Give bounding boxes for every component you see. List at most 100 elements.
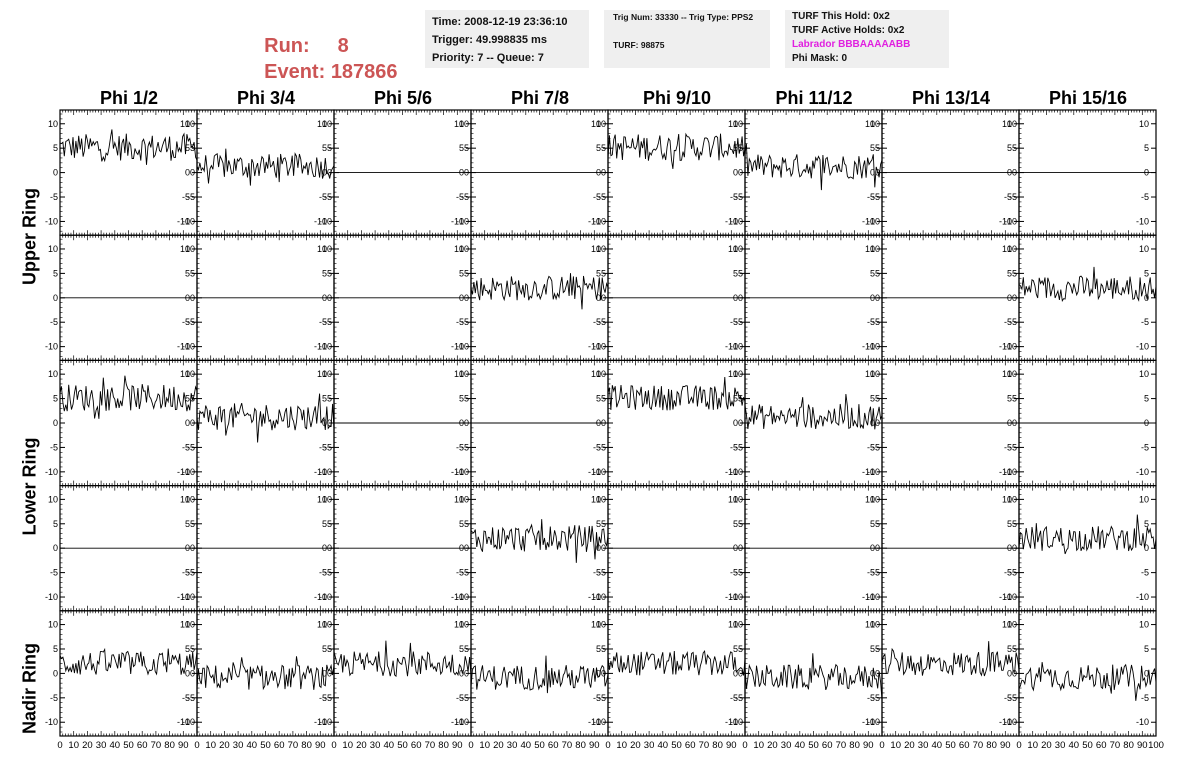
y-tick-label: 10 [865,494,875,504]
y-tick-label: 0 [1012,168,1017,178]
y-tick-label: 5 [322,143,327,153]
y-tick-label: 10 [48,119,58,129]
y-tick-label: -5 [735,568,743,578]
y-tick-label: 0 [53,543,58,553]
y-tick-label: -5 [187,693,195,703]
y-tick-label: -5 [867,317,875,327]
y-tick-label: 5 [738,268,743,278]
y-tick-label: 10 [48,244,58,254]
y-tick-label: 0 [1012,293,1017,303]
y-tick-label: -10 [177,717,190,727]
y-tick-label: 0 [875,418,880,428]
y-tick-label: -5 [1141,192,1149,202]
y-tick-label: 10 [1007,494,1017,504]
y-tick-label: 10 [185,620,195,630]
y-tick-label: 10 [48,620,58,630]
y-tick-label: 5 [601,519,606,529]
y-tick-label: 10 [48,369,58,379]
y-tick-label: -5 [319,568,327,578]
y-tick-label: -5 [1004,317,1012,327]
waveform-trace [607,132,746,169]
y-tick-label: -10 [45,592,58,602]
y-tick-label: 10 [317,244,327,254]
y-tick-label: 5 [459,519,464,529]
y-tick-label: 0 [327,293,332,303]
y-tick-label: -5 [456,442,464,452]
y-tick-label: -10 [999,592,1012,602]
waveform-trace [1018,266,1157,302]
y-tick-label: -10 [593,216,606,226]
y-tick-label: 10 [48,494,58,504]
y-tick-label: 10 [454,244,464,254]
y-tick-label: -10 [177,216,190,226]
y-tick-label: 10 [1007,369,1017,379]
y-tick-label: 5 [738,519,743,529]
y-tick-label: 10 [591,494,601,504]
y-tick-label: -5 [182,192,190,202]
y-tick-label: -10 [177,467,190,477]
y-tick-label: 0 [322,168,327,178]
y-tick-label: -5 [1009,442,1017,452]
time-text: Time: 2008-12-19 23:36:10 [432,16,568,28]
y-tick-label: -5 [461,568,469,578]
y-tick-label: 10 [1007,119,1017,129]
waveform-trace [470,273,609,310]
y-tick-label: 5 [327,394,332,404]
y-tick-label: 10 [180,494,190,504]
y-tick-label: 5 [190,268,195,278]
y-tick-label: 5 [596,519,601,529]
y-tick-label: 5 [190,394,195,404]
y-tick-label: -10 [867,467,880,477]
y-tick-label: -5 [1141,568,1149,578]
y-tick-label: 10 [317,119,327,129]
y-tick-label: -10 [588,342,601,352]
y-tick-label: 10 [733,369,743,379]
y-tick-label: 5 [733,268,738,278]
y-tick-label: 5 [596,268,601,278]
y-tick-label: 5 [53,519,58,529]
y-tick-label: 0 [1012,543,1017,553]
y-tick-label: 10 [454,119,464,129]
y-tick-label: -10 [182,467,195,477]
y-tick-label: 10 [322,369,332,379]
y-tick-label: -5 [324,568,332,578]
y-tick-label: -5 [730,317,738,327]
y-tick-label: 5 [1144,143,1149,153]
column-title-phi-7-8: Phi 7/8 [510,88,570,108]
event-label: Event: 187866 [253,38,397,84]
waveform-trace [744,143,883,191]
y-tick-label: -5 [50,192,58,202]
y-tick-label: -10 [725,467,738,477]
y-tick-label: 10 [596,369,606,379]
y-tick-label: 5 [870,268,875,278]
y-tick-label: -10 [588,216,601,226]
y-tick-label: -5 [319,317,327,327]
y-tick-label: -10 [730,216,743,226]
y-tick-label: 5 [601,268,606,278]
y-tick-label: -10 [999,342,1012,352]
y-tick-label: -5 [872,442,880,452]
y-tick-label: 10 [591,244,601,254]
y-tick-label: -5 [593,317,601,327]
y-tick-label: 10 [591,119,601,129]
y-tick-label: 5 [322,268,327,278]
y-tick-label: -5 [1141,442,1149,452]
y-tick-label: 5 [53,143,58,153]
y-tick-label: 10 [870,244,880,254]
y-tick-label: 10 [1139,494,1149,504]
y-tick-label: -10 [862,592,875,602]
event-label-text: Event: [264,61,326,83]
y-tick-label: -10 [456,216,469,226]
y-tick-label: -5 [735,442,743,452]
y-tick-label: -5 [598,442,606,452]
x-tick-label: 60 [137,740,148,751]
y-tick-label: -10 [1004,592,1017,602]
y-tick-label: 5 [185,519,190,529]
y-tick-label: 0 [1144,543,1149,553]
y-tick-label: 0 [601,293,606,303]
y-tick-label: -10 [588,592,601,602]
y-tick-label: 0 [190,418,195,428]
y-tick-label: -10 [730,467,743,477]
y-tick-label: 5 [875,143,880,153]
